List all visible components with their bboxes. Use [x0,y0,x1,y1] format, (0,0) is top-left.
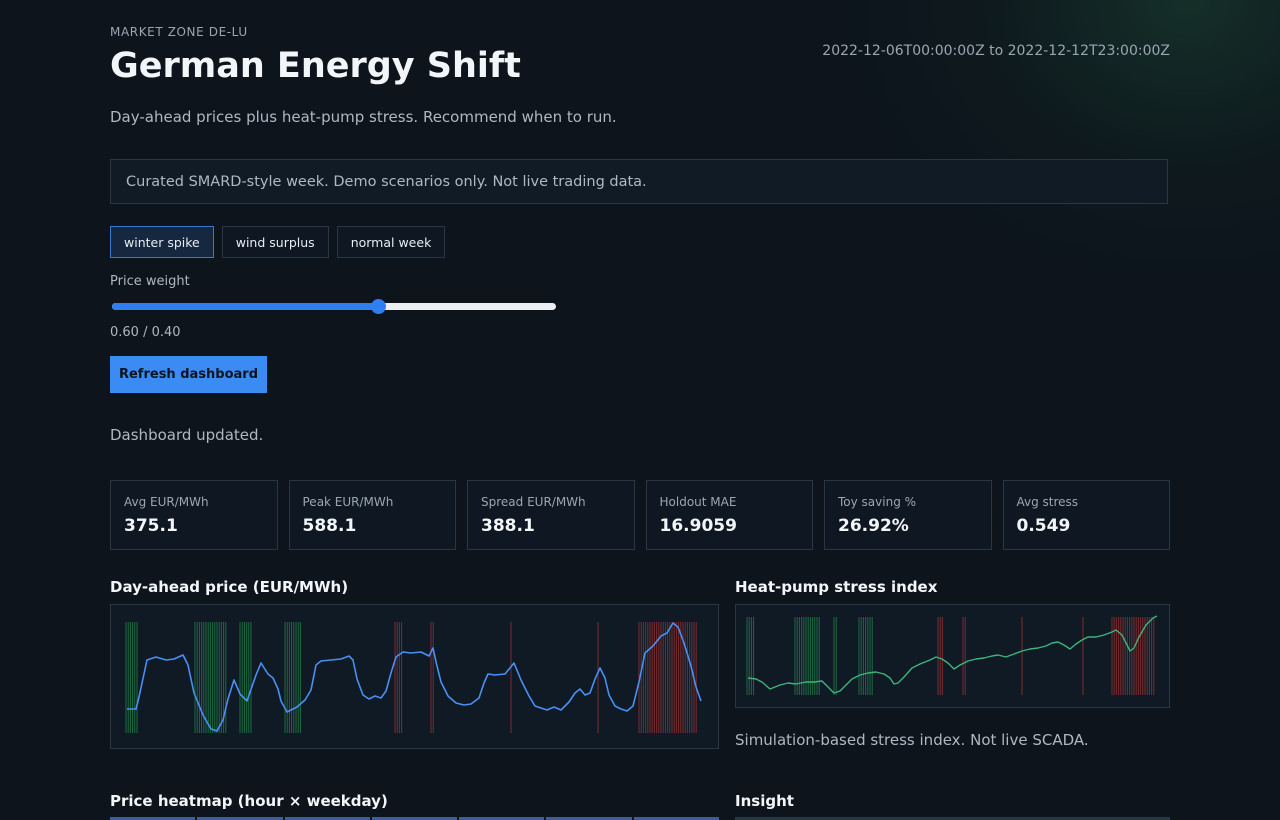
kpi-label: Toy saving % [838,495,917,509]
kpi-value: 588.1 [302,516,357,536]
kpi-card-avg-stress: Avg stress 0.549 [1002,480,1170,550]
heatmap-title: Price heatmap (hour × weekday) [110,792,388,810]
slider-fill [112,303,379,310]
kpi-label: Holdout MAE [659,495,737,509]
heatmap-cell [633,817,719,820]
heatmap-cell [546,817,632,820]
stress-chart [735,604,1170,708]
kpi-value: 16.9059 [659,516,737,536]
kpi-label: Avg stress [1016,495,1079,509]
stress-chart-svg [746,615,1158,695]
kpi-row: Avg EUR/MWh 375.1 Peak EUR/MWh 588.1 Spr… [110,480,1170,550]
stress-series-line [747,615,1158,694]
kpi-value: 388.1 [481,516,535,536]
kpi-card-peak-price: Peak EUR/MWh 588.1 [288,480,456,550]
heatmap-cell [459,817,545,820]
slider-thumb[interactable] [371,299,387,314]
price-weight-label: Price weight [110,274,190,289]
scenario-selector: winter spike wind surplus normal week [110,226,446,258]
kpi-card-avg-price: Avg EUR/MWh 375.1 [110,480,278,550]
kpi-card-toy-saving: Toy saving % 26.92% [824,480,992,550]
stress-chart-note: Simulation-based stress index. Not live … [735,731,1089,749]
heatmap-cell [371,817,458,820]
insight-panel-edge [735,817,1170,820]
scenario-winter-spike-button[interactable]: winter spike [110,226,214,258]
kpi-value: 375.1 [124,516,178,536]
page-subtitle: Day-ahead prices plus heat-pump stress. … [110,108,617,126]
market-zone-label: MARKET ZONE DE-LU [110,25,248,39]
kpi-label: Peak EUR/MWh [302,495,394,509]
scenario-wind-surplus-button[interactable]: wind surplus [221,226,329,258]
data-notice: Curated SMARD-style week. Demo scenarios… [110,159,1168,204]
price-chart-svg [125,622,702,733]
heatmap-cell [284,817,370,820]
kpi-card-holdout-mae: Holdout MAE 16.9059 [645,480,813,550]
price-chart [110,604,719,749]
stress-chart-title: Heat-pump stress index [735,578,938,596]
date-range: 2022-12-06T00:00:00Z to 2022-12-12T23:00… [822,43,1170,59]
price-weight-slider[interactable] [112,299,556,315]
scenario-normal-week-button[interactable]: normal week [336,226,446,258]
insight-title: Insight [735,792,794,810]
kpi-label: Avg EUR/MWh [124,495,209,509]
price-weight-value: 0.60 / 0.40 [110,325,181,340]
kpi-value: 0.549 [1016,516,1071,536]
price-chart-title: Day-ahead price (EUR/MWh) [110,578,349,596]
kpi-value: 26.92% [838,516,909,536]
page-title: German Energy Shift [110,46,521,86]
kpi-label: Spread EUR/MWh [481,495,586,509]
price-series-line [127,622,702,732]
status-message: Dashboard updated. [110,426,264,444]
heatmap-cell [110,817,196,820]
refresh-dashboard-button[interactable]: Refresh dashboard [110,356,267,393]
kpi-card-spread: Spread EUR/MWh 388.1 [467,480,635,550]
heatmap-top-row [110,817,719,820]
heatmap-cell [197,817,283,820]
